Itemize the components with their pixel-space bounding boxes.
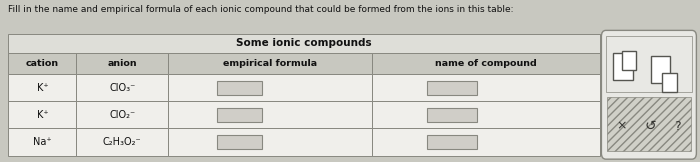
FancyBboxPatch shape: [8, 53, 76, 74]
FancyBboxPatch shape: [76, 74, 168, 101]
FancyBboxPatch shape: [372, 53, 600, 74]
Text: name of compound: name of compound: [435, 59, 537, 68]
FancyBboxPatch shape: [651, 56, 671, 83]
FancyBboxPatch shape: [76, 53, 168, 74]
Text: Na⁺: Na⁺: [33, 137, 52, 147]
FancyBboxPatch shape: [8, 34, 600, 53]
Text: C₂H₃O₂⁻: C₂H₃O₂⁻: [103, 137, 141, 147]
FancyBboxPatch shape: [606, 36, 692, 92]
FancyBboxPatch shape: [8, 101, 76, 128]
FancyBboxPatch shape: [622, 51, 636, 70]
FancyBboxPatch shape: [372, 128, 600, 156]
Text: anion: anion: [108, 59, 137, 68]
FancyBboxPatch shape: [8, 128, 76, 156]
Text: Some ionic compounds: Some ionic compounds: [237, 38, 372, 48]
FancyBboxPatch shape: [662, 73, 677, 92]
FancyBboxPatch shape: [601, 30, 696, 159]
Text: ↺: ↺: [645, 119, 657, 133]
FancyBboxPatch shape: [168, 74, 372, 101]
Text: ClO₂⁻: ClO₂⁻: [109, 110, 135, 120]
Text: Fill in the name and empirical formula of each ionic compound that could be form: Fill in the name and empirical formula o…: [8, 5, 514, 14]
FancyBboxPatch shape: [427, 135, 477, 149]
FancyBboxPatch shape: [613, 53, 633, 80]
FancyBboxPatch shape: [607, 97, 691, 151]
FancyBboxPatch shape: [427, 108, 477, 122]
FancyBboxPatch shape: [168, 101, 372, 128]
FancyBboxPatch shape: [372, 101, 600, 128]
FancyBboxPatch shape: [76, 101, 168, 128]
Text: empirical formula: empirical formula: [223, 59, 317, 68]
Text: K⁺: K⁺: [36, 83, 48, 93]
Text: K⁺: K⁺: [36, 110, 48, 120]
FancyBboxPatch shape: [217, 81, 262, 95]
FancyBboxPatch shape: [372, 74, 600, 101]
FancyBboxPatch shape: [168, 53, 372, 74]
FancyBboxPatch shape: [168, 128, 372, 156]
FancyBboxPatch shape: [427, 81, 477, 95]
Text: ?: ?: [674, 120, 681, 133]
FancyBboxPatch shape: [217, 135, 262, 149]
FancyBboxPatch shape: [8, 74, 76, 101]
FancyBboxPatch shape: [76, 128, 168, 156]
Text: ClO₃⁻: ClO₃⁻: [109, 83, 135, 93]
FancyBboxPatch shape: [217, 108, 262, 122]
Text: ×: ×: [617, 120, 627, 133]
Text: cation: cation: [26, 59, 59, 68]
